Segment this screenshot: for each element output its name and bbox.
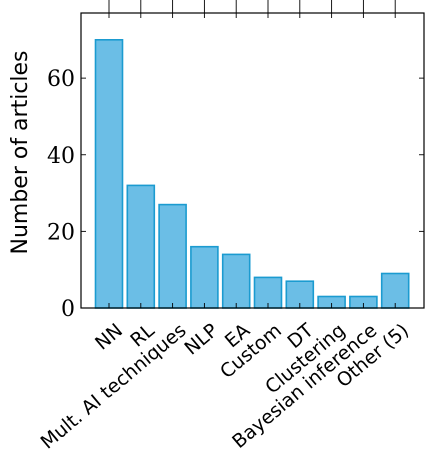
y-ticks: 0 20 40 60 [47,67,424,322]
y-tick-label-1: 20 [47,220,75,245]
x-tick-label-3: NLP [180,319,222,359]
bars [94,38,410,309]
y-tick-label-3: 60 [47,67,75,92]
x-tick-label-0: NN [91,319,127,354]
bar-4 [221,253,251,309]
y-tick-label-0: 0 [61,297,75,322]
bar-9 [380,272,410,309]
bar-3 [190,245,219,309]
axes [80,12,425,309]
y-axis-title: Number of articles [8,50,33,254]
y-tick-label-2: 40 [47,144,75,169]
bar-1 [126,184,156,309]
plot-frame [80,12,425,309]
bar-2 [158,203,187,309]
bar-0 [94,38,124,309]
